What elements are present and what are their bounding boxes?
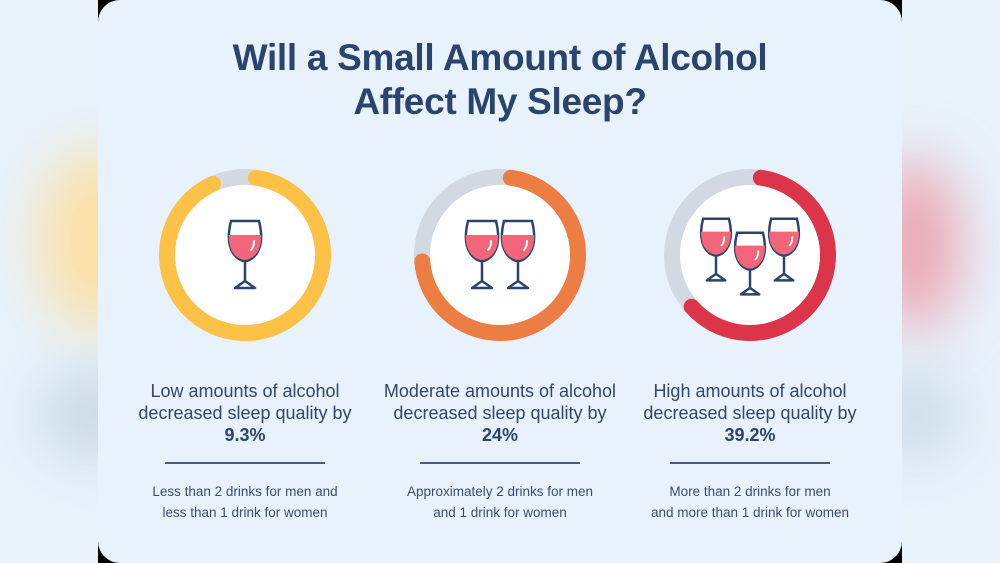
note-line-2: and 1 drink for women [433, 505, 567, 520]
percentage-value: 24% [481, 425, 519, 445]
divider-high [670, 462, 830, 464]
note-line-2: less than 1 drink for women [162, 505, 328, 520]
description-text: Low amounts of alcohol decreased sleep q… [138, 381, 352, 423]
gauge-high [663, 168, 837, 342]
three-wine-glasses-icon [700, 217, 800, 296]
note-line-1: More than 2 drinks for men [669, 484, 831, 499]
gauge-low [158, 168, 332, 342]
title-line-2: Affect My Sleep? [353, 81, 647, 122]
divider-low [165, 462, 325, 464]
page-title: Will a Small Amount of Alcohol Affect My… [98, 36, 902, 124]
infographic-card: Will a Small Amount of Alcohol Affect My… [98, 0, 902, 563]
note-low: Less than 2 drinks for men and less than… [120, 481, 370, 523]
divider-moderate [420, 462, 580, 464]
note-moderate: Approximately 2 drinks for men and 1 dri… [375, 481, 625, 523]
note-high: More than 2 drinks for men and more than… [625, 481, 875, 523]
percentage-value: 9.3% [224, 425, 266, 445]
gauge-moderate [413, 168, 587, 342]
title-line-1: Will a Small Amount of Alcohol [232, 37, 768, 78]
description-text: Moderate amounts of alcohol decreased sl… [383, 381, 617, 423]
two-wine-glasses-icon [464, 219, 536, 290]
note-line-2: and more than 1 drink for women [650, 505, 850, 520]
note-line-1: Less than 2 drinks for men and [152, 484, 338, 499]
description-low: Low amounts of alcohol decreased sleep q… [120, 380, 370, 446]
note-line-1: Approximately 2 drinks for men [406, 484, 594, 499]
percentage-value: 39.2% [724, 425, 776, 445]
description-high: High amounts of alcohol decreased sleep … [625, 380, 875, 446]
description-text: High amounts of alcohol decreased sleep … [643, 381, 857, 423]
wine-glass-icon [227, 219, 263, 290]
description-moderate: Moderate amounts of alcohol decreased sl… [375, 380, 625, 446]
